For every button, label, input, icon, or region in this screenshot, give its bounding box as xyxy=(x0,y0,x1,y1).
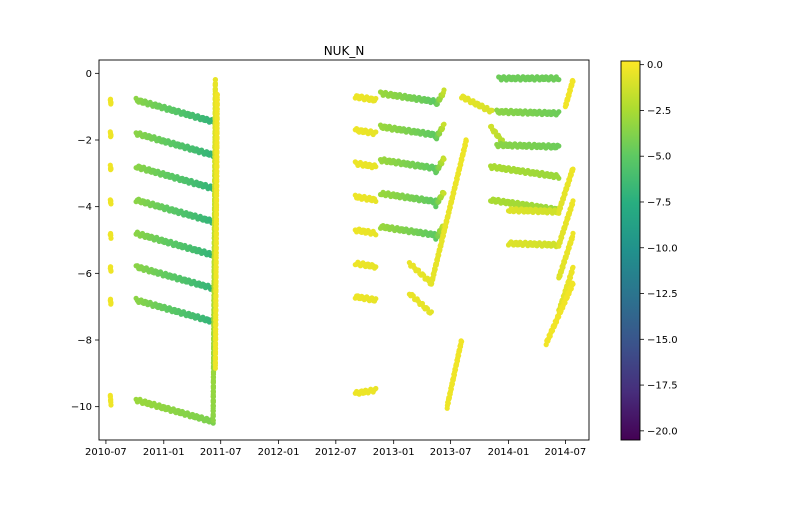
scatter-point xyxy=(214,168,220,174)
scatter-point xyxy=(373,198,379,204)
scatter-point xyxy=(570,78,576,85)
x-tick-label: 2013-07 xyxy=(430,447,472,458)
y-tick-label: −10 xyxy=(71,402,92,413)
scatter-point xyxy=(108,166,114,172)
scatter-point xyxy=(214,106,220,112)
scatter-point xyxy=(214,182,220,188)
scatter-point xyxy=(489,107,495,113)
scatter-point xyxy=(212,86,218,92)
colorbar-tick-label: −20.0 xyxy=(647,426,678,437)
scatter-point xyxy=(556,109,562,115)
scatter-point xyxy=(459,339,465,345)
scatter-point xyxy=(570,198,576,204)
x-tick-label: 2014-07 xyxy=(545,447,587,458)
scatter-point xyxy=(213,292,219,298)
scatter-point xyxy=(213,230,219,236)
scatter-point xyxy=(212,77,218,83)
scatter-point xyxy=(210,389,216,395)
colorbar-ticks: 0.0 −2.5 −5.0 −7.5 −10.0 −12.5 −15.0 −17.5 −20.0 xyxy=(640,60,678,437)
scatter-point xyxy=(108,235,114,241)
colorbar-tick-label: 0.0 xyxy=(647,60,663,71)
x-tick-label: 2014-01 xyxy=(488,447,530,458)
colorbar-tick-label: −15.0 xyxy=(647,335,678,346)
scatter-point xyxy=(373,129,379,135)
y-axis: 0 −2 −4 −6 −8 −10 xyxy=(71,69,99,413)
colorbar-gradient xyxy=(621,61,640,440)
scatter-point xyxy=(210,417,216,423)
scatter-point xyxy=(428,309,434,315)
scatter-point xyxy=(108,300,114,306)
colorbar-tick-label: −12.5 xyxy=(647,289,678,300)
scatter-point xyxy=(570,264,576,270)
x-tick-label: 2011-07 xyxy=(200,447,242,458)
scatter-point xyxy=(108,268,114,274)
scatter-point xyxy=(108,201,114,207)
x-tick-label: 2013-01 xyxy=(373,447,415,458)
colorbar-tick-label: −17.5 xyxy=(647,381,678,392)
colorbar-tick-label: −7.5 xyxy=(647,197,671,208)
x-tick-label: 2010-07 xyxy=(85,447,127,458)
x-axis: 2010-07 2011-01 2011-07 2012-01 2012-07 2013-… xyxy=(85,440,586,458)
scatter-point xyxy=(213,250,219,256)
y-tick-label: −2 xyxy=(77,136,92,147)
scatter-point xyxy=(455,171,462,177)
scatter-point xyxy=(441,190,447,196)
scatter-point xyxy=(212,360,218,366)
scatter-point xyxy=(441,87,447,93)
scatter-point xyxy=(213,264,219,270)
scatter-point xyxy=(213,312,219,318)
scatter-point xyxy=(373,95,379,102)
colorbar-tick-label: −5.0 xyxy=(647,152,671,163)
scatter-point xyxy=(373,232,379,238)
scatter-point xyxy=(570,230,576,236)
scatter-point xyxy=(214,154,220,160)
scatter-point xyxy=(441,121,447,127)
scatter-point xyxy=(556,143,562,149)
chart-title: NUK_N xyxy=(324,44,365,58)
scatter-point xyxy=(441,156,447,162)
scatter-point xyxy=(212,80,218,86)
y-tick-label: −8 xyxy=(77,336,92,347)
scatter-point xyxy=(373,164,379,170)
scatter-point xyxy=(108,99,114,106)
scatter-point xyxy=(214,120,220,126)
colorbar: 0.0 −2.5 −5.0 −7.5 −10.0 −12.5 −15.0 −17.5 −20.0 xyxy=(620,60,678,441)
x-tick-label: 2012-01 xyxy=(258,447,300,458)
scatter-point xyxy=(556,77,562,83)
scatter-point xyxy=(210,403,216,409)
scatter-point xyxy=(213,216,219,222)
x-tick-label: 2012-07 xyxy=(315,447,357,458)
scatter-point xyxy=(212,340,219,346)
scatter-point xyxy=(563,101,570,107)
scatter-point xyxy=(570,166,576,172)
scatter-point xyxy=(373,264,379,270)
scatter-point xyxy=(373,296,379,302)
y-tick-label: 0 xyxy=(86,69,92,80)
scatter-point xyxy=(214,140,220,146)
scatter-point xyxy=(463,138,469,144)
scatter-point xyxy=(213,278,219,284)
colorbar-frame xyxy=(620,60,641,441)
points-layer xyxy=(107,74,576,426)
scatter-point xyxy=(213,326,219,332)
scatter-point xyxy=(569,269,575,275)
scatter-point xyxy=(108,402,114,408)
colorbar-tick-label: −2.5 xyxy=(647,106,671,117)
x-tick-label: 2011-01 xyxy=(143,447,185,458)
scatter-point xyxy=(213,202,220,208)
y-tick-label: −4 xyxy=(77,202,92,213)
scatter-point xyxy=(108,132,114,138)
plot-frame xyxy=(98,59,590,441)
scatter-point xyxy=(373,385,379,392)
scatter-point xyxy=(556,175,562,181)
scatter-point xyxy=(570,281,576,287)
colorbar-tick-label: −10.0 xyxy=(647,243,678,254)
scatter-point xyxy=(214,92,220,98)
y-tick-label: −6 xyxy=(77,269,92,280)
